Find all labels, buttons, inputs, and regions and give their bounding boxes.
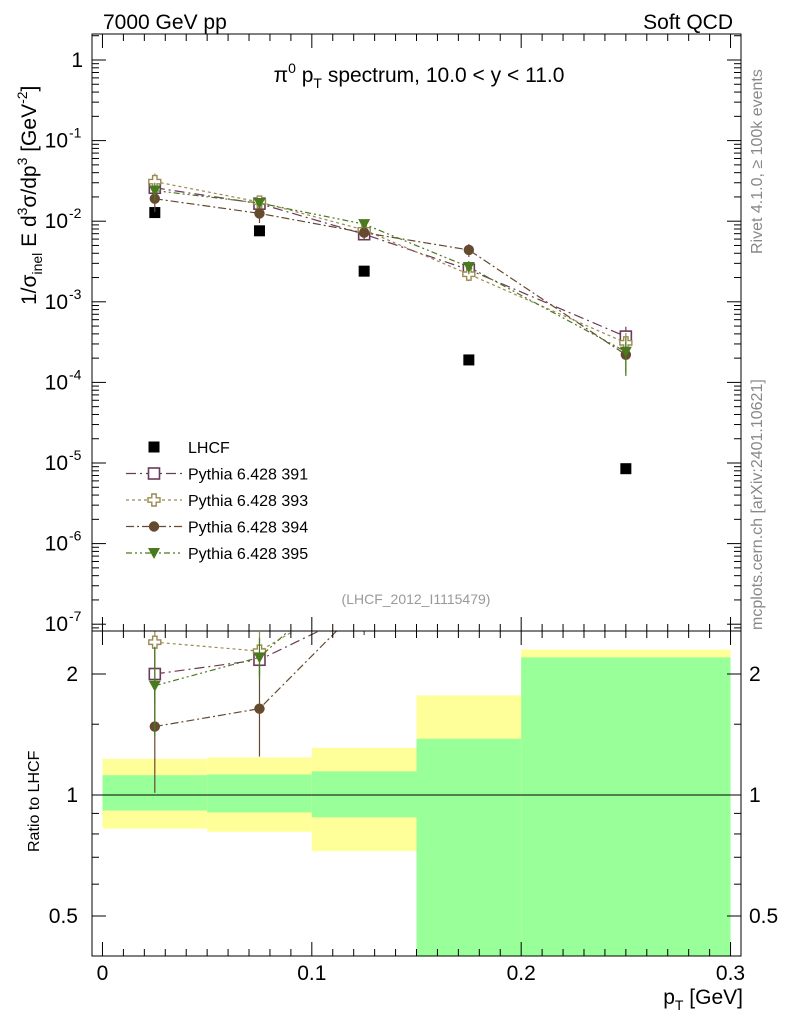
- y-tick-label: 10: [45, 533, 68, 556]
- inner-uncertainty-band: [311, 771, 417, 818]
- legend-label-p391: Pythia 6.428 391: [188, 467, 308, 484]
- inner-uncertainty-band: [207, 774, 312, 813]
- legend-marker-p395: [148, 548, 160, 559]
- inner-uncertainty-band: [416, 738, 522, 956]
- data-point-p394: [463, 244, 475, 256]
- series-line-p393: [154, 181, 627, 344]
- ratio-line-p395: [154, 631, 290, 687]
- ratio-line-p394: [154, 631, 338, 728]
- inner-uncertainty-band: [521, 657, 731, 956]
- ratio-point-p395: [358, 557, 370, 568]
- plot-title: π0 pT spectrum, 10.0 < y < 11.0: [274, 60, 565, 91]
- ratio-y-tick-label: 2: [66, 663, 78, 686]
- data-point-lhcf: [253, 225, 265, 237]
- y-tick-label: 10: [45, 371, 68, 394]
- ratio-point-p395: [463, 329, 475, 340]
- ratio-point-p391: [463, 339, 474, 350]
- y-tick-exponent: -5: [69, 447, 82, 463]
- main-y-axis-label: 1/σinel E d3σ/dp3 [GeV-2]: [14, 86, 45, 305]
- ratio-point-p395: [253, 652, 266, 664]
- data-point-p395: [148, 185, 161, 197]
- x-tick-label: 0.3: [716, 962, 745, 985]
- legend-label-p393: Pythia 6.428 393: [188, 493, 308, 510]
- x-tick-label: 0.2: [507, 962, 536, 985]
- legend-marker-lhcf: [148, 441, 160, 453]
- y-tick-exponent: -3: [69, 286, 82, 302]
- y-tick-label: 10: [45, 210, 68, 233]
- legend-marker-p393: [147, 493, 161, 507]
- data-point-p394: [254, 208, 265, 219]
- ratio-point-p394: [621, 221, 631, 231]
- x-tick-label: 0.1: [297, 962, 326, 985]
- y-tick-label: 10: [45, 452, 68, 475]
- data-point-p395: [619, 346, 632, 358]
- legend-marker-p391: [147, 467, 161, 480]
- mcplots-label: mcplots.cern.ch [arXiv:2401.10621]: [749, 379, 766, 630]
- data-point-lhcf: [149, 207, 161, 219]
- y-tick-exponent: -1: [69, 125, 82, 141]
- ratio-point-p394: [254, 703, 265, 714]
- y-tick-exponent: -2: [69, 205, 82, 221]
- series-line-p395: [154, 189, 627, 353]
- y-tick-label: 10: [45, 130, 68, 153]
- ratio-y-axis-label: Ratio to LHCF: [26, 750, 43, 852]
- ratio-y-tick-label: 1: [66, 784, 78, 807]
- data-point-lhcf: [358, 265, 370, 277]
- ratio-y-tick-label-right: 0.5: [749, 905, 778, 928]
- x-axis-label: pT [GeV]: [663, 986, 743, 1013]
- ratio-point-p393: [620, 163, 632, 175]
- ratio-y-tick-label: 0.5: [49, 905, 78, 928]
- data-point-lhcf: [463, 354, 475, 366]
- ratio-point-p395: [148, 680, 161, 692]
- series-line-p394: [154, 198, 627, 356]
- ratio-panel: 2 2 1 1 0.5 0.5 0 0.1 0.2 0.3: [49, 34, 778, 985]
- legend-marker-p394: [148, 521, 160, 532]
- data-point-p394: [358, 227, 370, 238]
- legend: LHCF Pythia 6.428 391 Pythia 6.428 393 Pyth…: [126, 440, 308, 563]
- data-point-p395: [253, 198, 266, 210]
- ratio-point-p395: [620, 208, 632, 219]
- y-tick-label: 1: [71, 49, 83, 72]
- header-energy: 7000 GeV pp: [103, 11, 227, 34]
- ratio-y-tick-label-right: 2: [749, 663, 761, 686]
- header-process: Soft QCD: [643, 11, 733, 34]
- analysis-tag: (LHCF_2012_I1115479): [342, 591, 491, 607]
- ratio-point-p391: [620, 133, 631, 144]
- y-tick-exponent: -7: [69, 608, 82, 624]
- main-frame: [91, 33, 742, 632]
- ratio-point-p393: [148, 635, 162, 649]
- data-point-p395: [358, 219, 371, 231]
- y-tick-label: 10: [45, 291, 68, 314]
- ratio-line-p393: [154, 631, 295, 652]
- legend-label-p395: Pythia 6.428 395: [188, 546, 308, 563]
- y-tick-label: 10: [45, 613, 68, 636]
- data-point-lhcf: [620, 463, 632, 475]
- main-panel: 110-110-210-310-410-510-610-7: [45, 33, 742, 636]
- x-tick-label: 0: [97, 962, 109, 985]
- y-tick-exponent: -6: [69, 528, 82, 544]
- legend-label-p394: Pythia 6.428 394: [188, 520, 308, 537]
- ratio-y-tick-label-right: 1: [749, 784, 761, 807]
- rivet-version-label: Rivet 4.1.0, ≥ 100k events: [749, 69, 766, 254]
- y-tick-exponent: -4: [69, 366, 82, 382]
- legend-label-lhcf: LHCF: [188, 440, 230, 457]
- data-point-p395: [462, 262, 475, 274]
